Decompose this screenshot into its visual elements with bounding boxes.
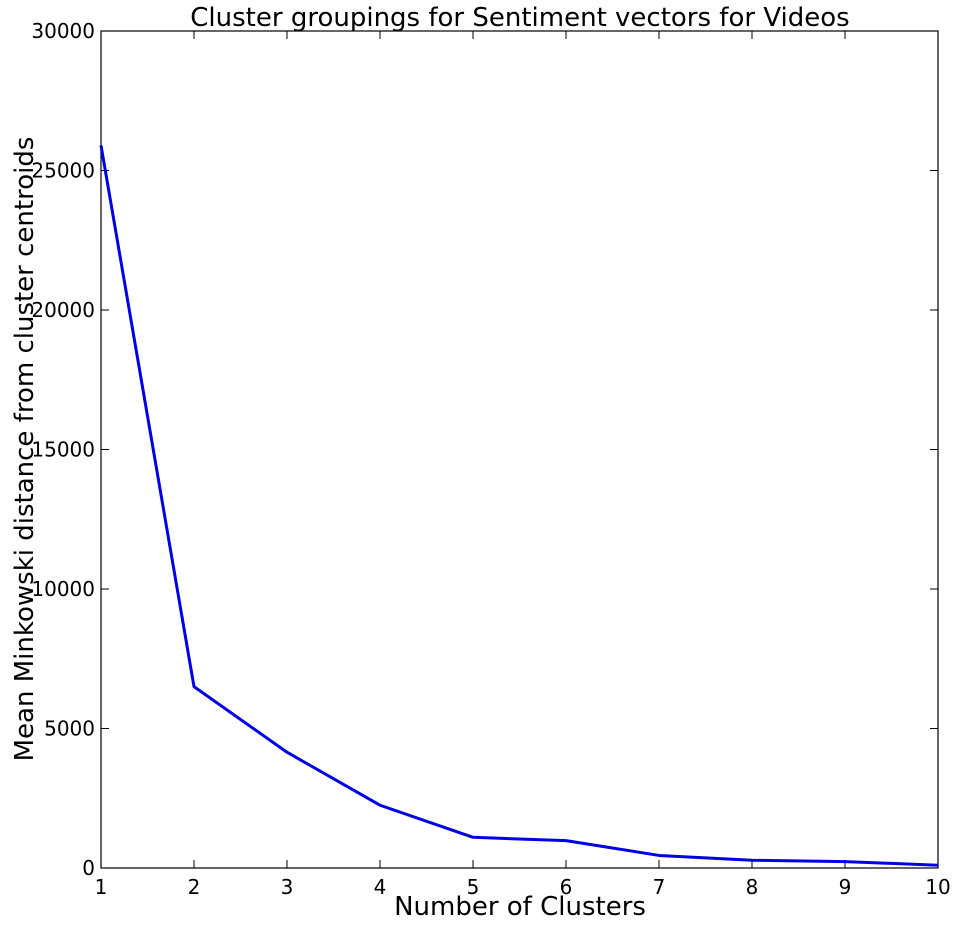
x-tick-label: 10 [925, 875, 950, 899]
x-tick-label: 1 [95, 875, 108, 899]
y-tick-label: 25000 [31, 159, 95, 183]
y-tick-label: 0 [82, 856, 95, 880]
y-tick-label: 5000 [44, 717, 95, 741]
series-layer [99, 145, 939, 867]
chart-title: Cluster groupings for Sentiment vectors … [190, 3, 849, 33]
x-tick-label: 4 [374, 875, 387, 899]
x-tick-label: 7 [653, 875, 666, 899]
x-tick-label: 2 [188, 875, 201, 899]
series-line [99, 145, 939, 867]
x-tick-label: 9 [839, 875, 852, 899]
y-tick-label: 30000 [31, 19, 95, 43]
y-tick-label: 15000 [31, 438, 95, 462]
y-tick-label: 20000 [31, 298, 95, 322]
x-axis-label: Number of Clusters [394, 892, 646, 922]
x-tick-label: 3 [281, 875, 294, 899]
y-axis-label: Mean Minkowski distance from cluster cen… [10, 137, 40, 762]
plot-area [100, 30, 939, 869]
axis-ticks: 1 2 3 4 5 6 7 8 9 10 0 5000 10000 15000 20000 25000 3000… [31, 19, 950, 899]
y-tick-label: 10000 [31, 577, 95, 601]
x-tick-label: 6 [560, 875, 573, 899]
x-tick-label: 8 [746, 875, 759, 899]
x-tick-label: 5 [467, 875, 480, 899]
